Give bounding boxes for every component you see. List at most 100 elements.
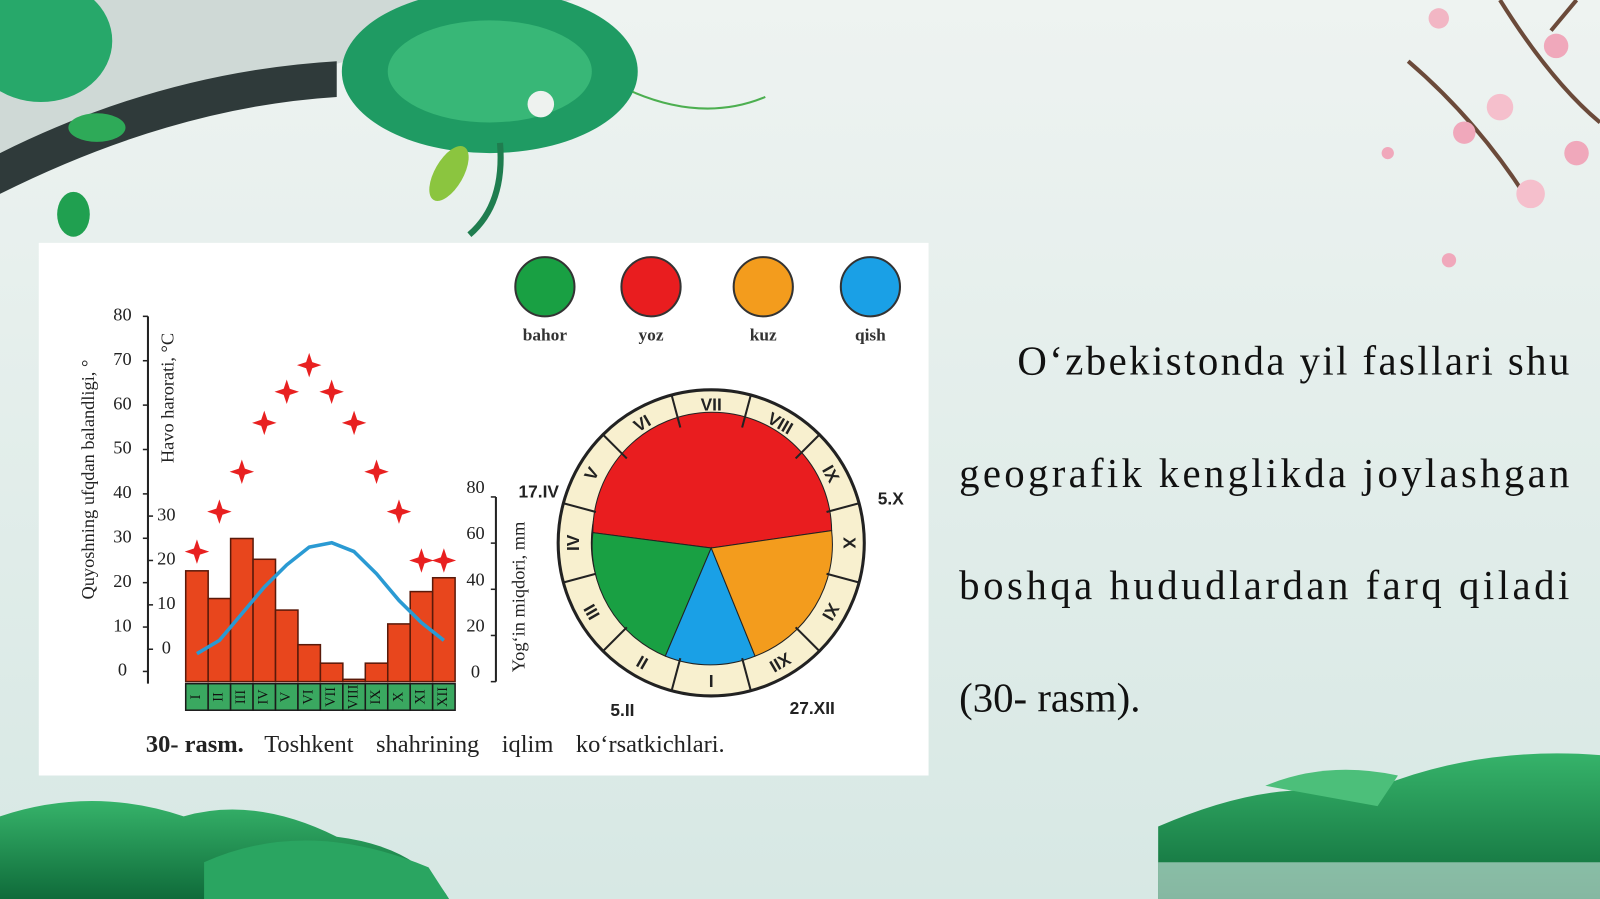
- decoration-top-left: [0, 0, 766, 238]
- legend-label: kuz: [750, 326, 777, 345]
- precip-tick-label: 80: [466, 477, 484, 497]
- paragraph-line: (30- rasm).: [959, 675, 1140, 720]
- wheel-divider: [794, 433, 821, 460]
- sun-axis-label: Quyoshning ufqdan balandligi, °: [78, 360, 98, 600]
- sun-star: [319, 379, 344, 405]
- legend-label: yoz: [639, 326, 664, 345]
- sun-tick-label: 30: [113, 526, 131, 546]
- precip-bar: [431, 576, 456, 683]
- precip-axis-label: Yog‘in miqdori, mm: [509, 522, 529, 673]
- month-label: III: [233, 690, 249, 705]
- precip-tick-label: 0: [471, 662, 480, 682]
- wheel-divider: [563, 502, 597, 513]
- sun-tick-label: 20: [113, 571, 131, 591]
- wheel-date: 5.X: [878, 489, 904, 509]
- caption-text: Toshkent shahrining iqlim ko‘rsatkichlar…: [264, 731, 724, 758]
- precip-bar: [229, 537, 254, 683]
- month-label: XII: [435, 687, 451, 707]
- wheel-divider: [826, 572, 860, 584]
- caption: 30- rasm. Toshkent shahrining iqlim ko‘r…: [146, 731, 725, 758]
- temperature-line: [196, 540, 445, 656]
- paragraph: O‘zbekistonda yil fasllari shugeografik …: [959, 339, 1569, 721]
- sun-star: [184, 539, 210, 564]
- wheel-divider: [826, 502, 860, 513]
- precip-bar: [386, 623, 411, 683]
- precip-bar: [364, 662, 389, 683]
- precip-bar: [297, 643, 322, 683]
- season-summer: [592, 411, 833, 549]
- precip-tick-label: 20: [466, 616, 484, 636]
- month-cell: [431, 682, 456, 711]
- season-spring: [591, 532, 712, 657]
- precip-tick-label: 40: [466, 569, 484, 589]
- sun-star: [252, 410, 277, 436]
- sun-star: [296, 352, 322, 378]
- wheel-divider: [794, 626, 821, 652]
- sun-star: [409, 548, 434, 573]
- legend-label: bahor: [523, 326, 568, 345]
- precip-bar: [319, 662, 344, 683]
- month-label: I: [188, 694, 204, 699]
- season-winter: [664, 546, 756, 666]
- temp-tick-label: 0: [162, 637, 171, 657]
- wheel-divider: [741, 657, 752, 691]
- precip-bar: [342, 678, 367, 683]
- wheel-date: 27.XII: [790, 698, 835, 718]
- temp-tick-label: 10: [157, 593, 175, 613]
- season-autumn: [710, 530, 833, 657]
- month-label: VI: [300, 689, 316, 704]
- legend-swatch: [732, 256, 794, 318]
- temp-tick-label: 30: [157, 504, 175, 524]
- sun-star: [341, 410, 367, 436]
- sun-star: [386, 499, 412, 524]
- wheel-month: IV: [563, 534, 583, 551]
- legend-swatch: [620, 256, 682, 318]
- wheel-month: X: [839, 537, 859, 549]
- legend-label: qish: [855, 326, 886, 345]
- sun-tick-label: 40: [113, 482, 131, 502]
- wheel-divider: [563, 572, 597, 584]
- wheel-date: 5.II: [610, 700, 634, 720]
- legend: bahor yoz kuz qish: [514, 256, 902, 345]
- wheel-divider: [602, 626, 628, 652]
- month-label: X: [390, 691, 406, 702]
- wheel-date: 17.IV: [519, 481, 560, 501]
- precip-bar: [184, 570, 209, 683]
- sun-star: [229, 459, 255, 484]
- caption-number: 30- rasm.: [146, 731, 244, 758]
- month-label: II: [211, 692, 227, 702]
- wheel-month: I: [709, 671, 714, 691]
- month-label: VII: [323, 687, 339, 707]
- wheel-month: VII: [701, 395, 722, 415]
- temp-axis-label: Havo harorati, °C: [158, 333, 178, 463]
- sun-tick-label: 10: [113, 615, 131, 635]
- wheel-divider: [741, 394, 752, 428]
- wheel-divider: [670, 657, 682, 691]
- sun-tick-label: 70: [113, 349, 131, 369]
- precip-tick-label: 60: [466, 523, 484, 543]
- sun-star: [207, 499, 232, 524]
- month-label: IV: [256, 689, 272, 705]
- sun-tick-label: 50: [113, 438, 131, 458]
- sun-star: [431, 548, 457, 573]
- legend-swatch: [514, 256, 576, 318]
- sun-tick-label: 60: [113, 393, 131, 413]
- temp-tick-label: 20: [157, 549, 175, 569]
- month-label: XI: [413, 689, 429, 704]
- sun-tick-label: 0: [118, 660, 127, 680]
- wheel-divider: [670, 394, 682, 428]
- month-label: VIII: [345, 684, 361, 709]
- month-label: IX: [368, 689, 384, 705]
- legend-swatch: [839, 256, 902, 318]
- precip-bar: [274, 609, 299, 683]
- month-label: V: [278, 691, 294, 702]
- sun-star: [364, 459, 389, 484]
- decoration-blossom: [1381, 0, 1600, 268]
- sun-star: [274, 379, 299, 405]
- climograph: 0 10 20 30 40 50 60 70 80 Quyoshning ufqdan balan…: [78, 305, 529, 711]
- sun-tick-label: 80: [113, 305, 131, 325]
- paragraph-line: O‘zbekistonda yil fasllari shu: [1017, 339, 1569, 384]
- wheel-divider: [602, 433, 628, 460]
